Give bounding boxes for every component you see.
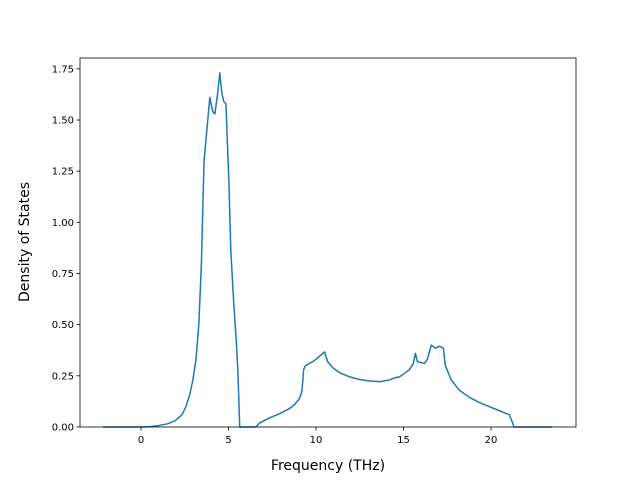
x-tick-label: 15 [397, 435, 410, 446]
y-tick-label: 0.00 [52, 423, 74, 434]
y-axis-label: Density of States [17, 182, 33, 302]
y-tick-label: 1.00 [52, 218, 74, 229]
y-tick-label: 1.50 [52, 116, 74, 127]
x-tick-label: 10 [310, 435, 323, 446]
plot-frame [79, 57, 577, 428]
y-tick-label: 1.25 [52, 167, 74, 178]
x-tick-label: 20 [485, 435, 498, 446]
x-tick-label: 5 [225, 435, 231, 446]
y-tick-label: 0.25 [52, 371, 74, 382]
line [103, 72, 553, 428]
y-tick-label: 0.50 [52, 320, 74, 331]
y-tick-label: 1.75 [52, 64, 74, 75]
x-tick-label: 0 [138, 435, 144, 446]
x-axis-label: Frequency (THz) [271, 458, 385, 474]
y-tick-label: 0.75 [52, 269, 74, 280]
